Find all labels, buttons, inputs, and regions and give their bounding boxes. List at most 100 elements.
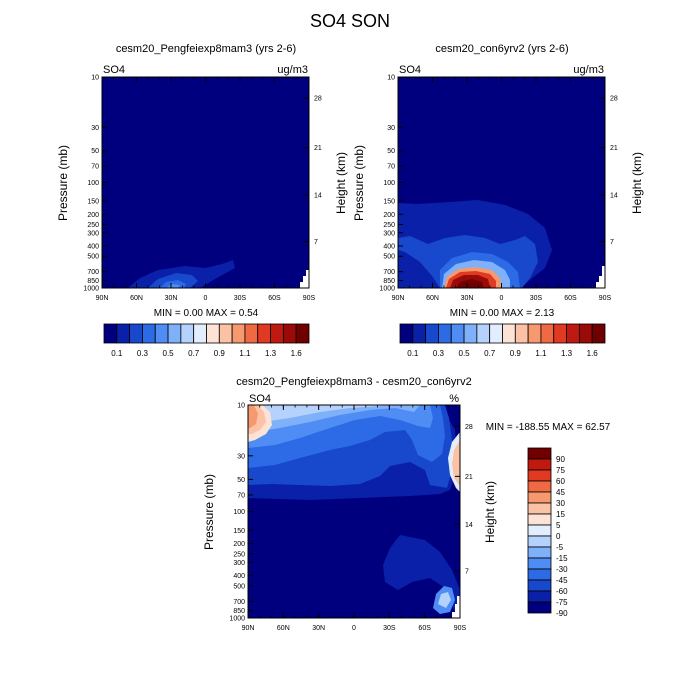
colorbar-swatch bbox=[129, 323, 143, 344]
colorbar-swatch bbox=[412, 323, 427, 344]
colorbar-swatch bbox=[527, 568, 552, 581]
colorbar-label: 30 bbox=[556, 499, 565, 508]
colorbar-label: 45 bbox=[556, 488, 565, 497]
colorbar-label: 0.5 bbox=[163, 349, 175, 358]
colorbar-swatch bbox=[527, 491, 552, 504]
colorbar-swatch bbox=[193, 323, 207, 344]
x-tick-label: 30S bbox=[530, 295, 543, 302]
x-tick-label: 90N bbox=[96, 295, 109, 302]
colorbar-swatch bbox=[142, 323, 156, 344]
colorbar-label: -30 bbox=[556, 565, 568, 574]
panel-2-colorbar: 0.1 0.3 0.5 0.7 0.9 1.1 1.3 1.6 bbox=[399, 323, 606, 358]
colorbar-label: 0.5 bbox=[459, 349, 471, 358]
panel-3: cesm20_Pengfeiexp8mam3 - cesm20_con6yrv2… bbox=[202, 376, 611, 632]
y-tick-label: 70 bbox=[387, 164, 395, 171]
x-tick-label: 60S bbox=[268, 295, 281, 302]
panel-1-colorbar: 0.1 0.3 0.5 0.7 0.9 1.1 1.3 1.6 bbox=[103, 323, 310, 358]
panel-2-contour-level-8 bbox=[456, 279, 484, 288]
colorbar-swatch bbox=[438, 323, 452, 344]
colorbar-label: -90 bbox=[556, 609, 568, 618]
x-tick-label: 30S bbox=[383, 625, 396, 632]
y-tick-label: 200 bbox=[233, 541, 245, 548]
panel-1-units-label: ug/m3 bbox=[277, 64, 308, 76]
x-tick-label: 90S bbox=[303, 295, 316, 302]
colorbar-label: 1.3 bbox=[561, 349, 573, 358]
y-right-tick-label: 7 bbox=[465, 569, 469, 576]
figure-title: SO4 SON bbox=[310, 11, 390, 31]
colorbar-swatch bbox=[591, 323, 606, 344]
x-tick-label: 30S bbox=[234, 295, 247, 302]
panel-3-stats: MIN = -188.55 MAX = 62.57 bbox=[486, 422, 611, 433]
panel-1-plot-area bbox=[102, 77, 309, 288]
x-tick-label: 90S bbox=[454, 625, 467, 632]
y-tick-label: 850 bbox=[87, 278, 99, 285]
panel-1-y-axis-right-label: Height (km) bbox=[334, 152, 348, 214]
x-tick-label: 60S bbox=[418, 625, 431, 632]
panel-2: cesm20_con6yrv2 (yrs 2-6) SO4 ug/m3 Pres… bbox=[352, 43, 644, 358]
colorbar-label: 0.7 bbox=[484, 349, 496, 358]
panel-2-units-label: ug/m3 bbox=[573, 64, 604, 76]
x-tick-label: 0 bbox=[204, 295, 208, 302]
y-tick-label: 10 bbox=[91, 75, 99, 82]
colorbar-label: 1.6 bbox=[587, 349, 599, 358]
colorbar-swatch bbox=[527, 557, 552, 570]
panel-1-field-background bbox=[102, 77, 309, 288]
colorbar-label: -15 bbox=[556, 554, 568, 563]
panel-3-contour-level-13 bbox=[438, 592, 451, 608]
y-tick-label: 1000 bbox=[379, 286, 395, 293]
y-tick-label: 150 bbox=[233, 528, 245, 535]
colorbar-swatch bbox=[527, 458, 552, 471]
panel-1-ticks: 90N 60N 30N 0 30S 60S 90S 10 30 50 70 100 150 200 2503… bbox=[83, 75, 321, 303]
y-tick-label: 300 bbox=[87, 230, 99, 237]
y-tick-label: 300 bbox=[233, 560, 245, 567]
colorbar-label: -75 bbox=[556, 598, 568, 607]
y-tick-label: 200 bbox=[383, 212, 395, 219]
y-tick-label: 700 bbox=[233, 599, 245, 606]
y-tick-label: 250 bbox=[87, 222, 99, 229]
colorbar-label: -5 bbox=[556, 543, 564, 552]
panel-2-ticks: 90N 60N 30N 0 30S 60S 90S 10 30 50 70 100 150 200 2503… bbox=[379, 75, 617, 303]
colorbar-label: -60 bbox=[556, 587, 568, 596]
colorbar-swatch bbox=[566, 323, 580, 344]
y-tick-label: 150 bbox=[383, 199, 395, 206]
y-right-tick-label: 7 bbox=[314, 239, 318, 246]
colorbar-swatch bbox=[257, 323, 271, 344]
colorbar-swatch bbox=[103, 323, 118, 344]
colorbar-swatch bbox=[527, 469, 552, 482]
colorbar-label: 75 bbox=[556, 466, 565, 475]
x-tick-label: 30N bbox=[312, 625, 325, 632]
y-tick-label: 250 bbox=[233, 551, 245, 558]
x-tick-label: 90N bbox=[242, 625, 255, 632]
colorbar-label: 0.9 bbox=[214, 349, 226, 358]
colorbar-swatch bbox=[180, 323, 195, 344]
colorbar-label: 0.1 bbox=[407, 349, 419, 358]
x-tick-label: 60N bbox=[130, 295, 143, 302]
panel-2-plot-area bbox=[398, 77, 605, 288]
colorbar-label: 0.7 bbox=[188, 349, 200, 358]
colorbar-swatch bbox=[295, 323, 310, 344]
panel-2-stats: MIN = 0.00 MAX = 2.13 bbox=[450, 308, 555, 319]
panel-2-variable-label: SO4 bbox=[399, 64, 421, 76]
x-tick-label: 90S bbox=[599, 295, 612, 302]
colorbar-swatch bbox=[270, 323, 284, 344]
colorbar-label: 0.3 bbox=[433, 349, 445, 358]
y-tick-label: 50 bbox=[91, 148, 99, 155]
colorbar-swatch bbox=[218, 323, 233, 344]
y-tick-label: 400 bbox=[383, 244, 395, 251]
y-tick-label: 100 bbox=[233, 509, 245, 516]
colorbar-label: 0.3 bbox=[137, 349, 149, 358]
panel-3-missing-data-region bbox=[452, 596, 460, 618]
colorbar-label: 60 bbox=[556, 477, 565, 486]
panel-3-units-label: % bbox=[449, 393, 459, 405]
panel-2-missing-data-region bbox=[596, 266, 605, 288]
panel-2-y-axis-label: Pressure (mb) bbox=[352, 145, 366, 221]
x-tick-label: 60N bbox=[426, 295, 439, 302]
y-tick-label: 300 bbox=[383, 230, 395, 237]
y-tick-label: 50 bbox=[237, 477, 245, 484]
colorbar-swatch bbox=[527, 480, 552, 493]
y-tick-label: 100 bbox=[87, 180, 99, 187]
colorbar-swatch bbox=[206, 323, 220, 344]
colorbar-label: 5 bbox=[556, 521, 561, 530]
colorbar-label: 0 bbox=[556, 532, 561, 541]
y-tick-label: 500 bbox=[233, 583, 245, 590]
